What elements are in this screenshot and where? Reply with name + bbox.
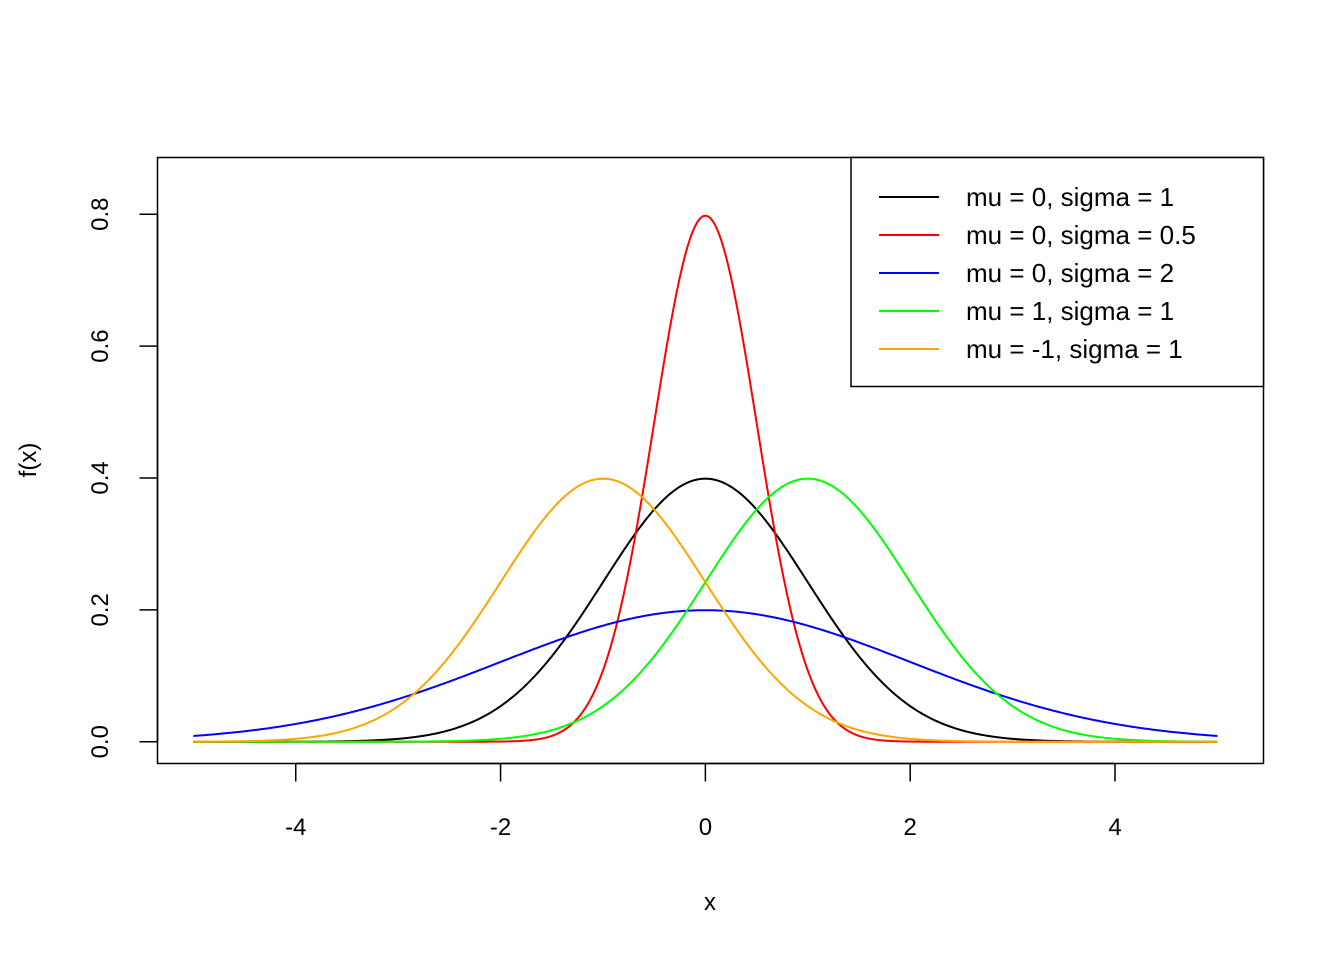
legend-label: mu = 0, sigma = 0.5: [966, 220, 1196, 250]
y-axis-label: f(x): [15, 443, 42, 478]
x-tick-label: 0: [699, 814, 712, 841]
x-tick-label: 2: [904, 814, 917, 841]
y-tick-label: 0.6: [87, 329, 114, 362]
series-line-5: [193, 477, 1218, 743]
legend: mu = 0, sigma = 1 mu = 0, sigma = 0.5 mu =…: [850, 156, 1265, 388]
x-tick-label: -2: [490, 814, 511, 841]
y-tick-label: 0.0: [87, 725, 114, 758]
series-line-3: [193, 609, 1218, 737]
y-tick-label: 0.2: [87, 593, 114, 626]
y-axis: 0.0 0.2 0.4 0.6 0.8: [87, 198, 159, 758]
legend-label: mu = -1, sigma = 1: [966, 334, 1183, 364]
x-tick-label: 4: [1108, 814, 1121, 841]
legend-label: mu = 0, sigma = 1: [966, 182, 1174, 212]
y-tick-label: 0.4: [87, 461, 114, 494]
legend-label: mu = 0, sigma = 2: [966, 258, 1174, 288]
y-tick-label: 0.8: [87, 198, 114, 231]
x-axis: -4 -2 0 2 4: [285, 762, 1122, 841]
x-tick-label: -4: [285, 814, 306, 841]
series-lines: [193, 214, 1218, 743]
x-axis-label: x: [704, 889, 716, 916]
legend-label: mu = 1, sigma = 1: [966, 296, 1174, 326]
